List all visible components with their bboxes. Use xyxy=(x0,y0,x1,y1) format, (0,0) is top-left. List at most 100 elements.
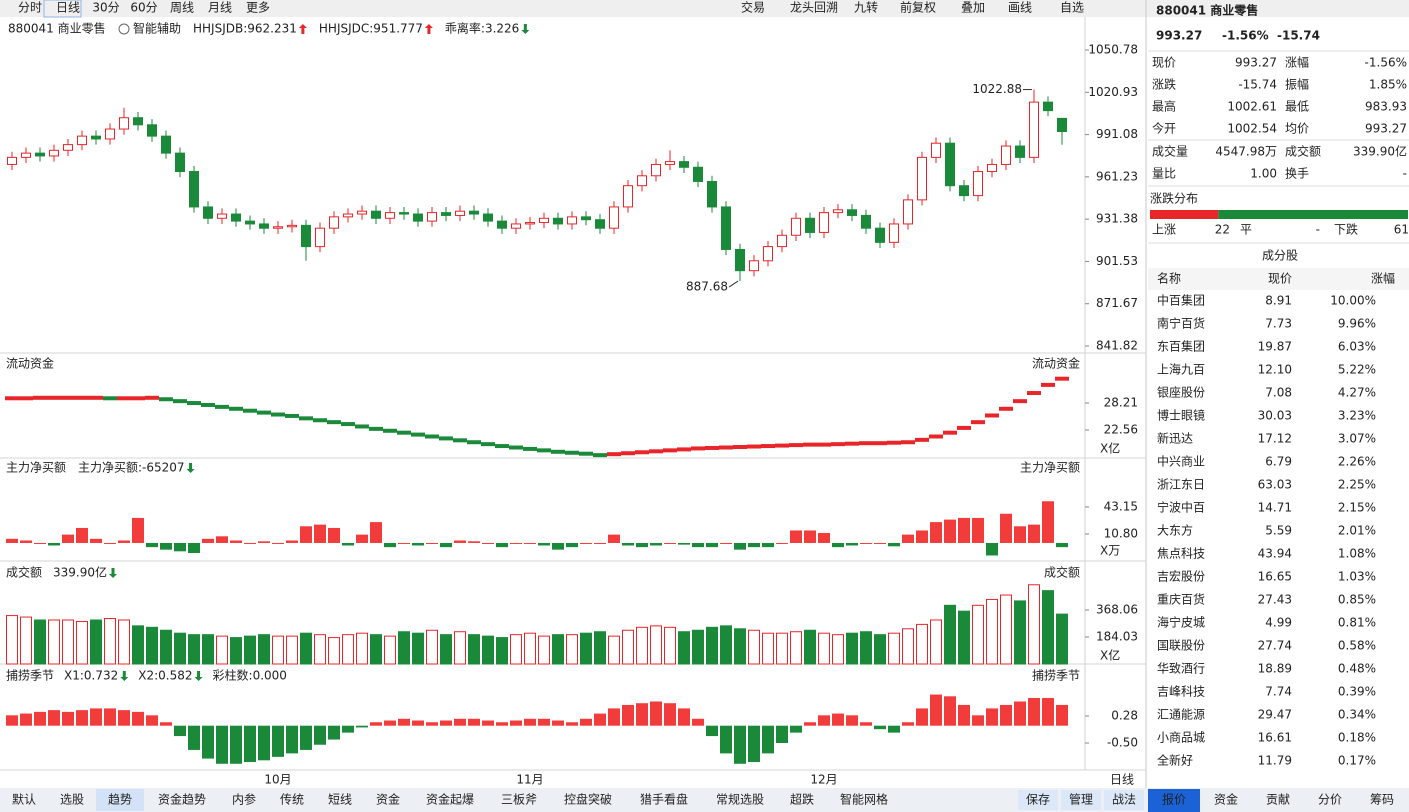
stock-price: 27.43 xyxy=(1258,593,1292,607)
stock-name[interactable]: 吉峰科技 xyxy=(1157,685,1205,699)
volume-bar xyxy=(510,634,522,665)
stock-name[interactable]: 大东方 xyxy=(1157,523,1193,538)
side-tab[interactable]: 报价 xyxy=(1162,792,1186,807)
bottom-tab[interactable]: 智能网格 xyxy=(840,792,888,807)
volume-bar xyxy=(76,620,88,665)
volume-bar xyxy=(6,615,18,665)
stock-name[interactable]: 焦点科技 xyxy=(1157,547,1205,561)
quote-label: 涨幅 xyxy=(1285,55,1309,70)
volume-bar xyxy=(566,634,578,665)
tool-button[interactable]: 九转 xyxy=(854,0,878,15)
side-tab[interactable]: 贡献 xyxy=(1266,792,1290,807)
period-button[interactable]: 日线 xyxy=(56,1,80,15)
bottom-tab[interactable]: 资金起爆 xyxy=(426,792,474,807)
period-button[interactable]: 分时 xyxy=(18,1,42,15)
stock-name[interactable]: 中兴商业 xyxy=(1157,454,1205,469)
bottom-tab[interactable]: 短线 xyxy=(328,793,352,807)
volume-bar xyxy=(706,626,718,665)
components-header: 现价 xyxy=(1268,272,1292,286)
chart-name: 880041 商业零售 xyxy=(8,21,106,36)
period-button[interactable]: 月线 xyxy=(208,1,232,15)
stock-price: 14.71 xyxy=(1258,501,1292,515)
panel-reading: 339.90亿 xyxy=(53,565,107,580)
season-bar xyxy=(328,725,340,740)
stock-price: 7.74 xyxy=(1265,685,1292,699)
stock-name[interactable]: 海宁皮城 xyxy=(1157,615,1205,630)
candle-body xyxy=(581,216,591,221)
netbuy-bar xyxy=(342,542,354,546)
stock-name[interactable]: 汇通能源 xyxy=(1157,708,1205,722)
period-button[interactable]: 30分 xyxy=(92,1,119,15)
netbuy-bar xyxy=(104,542,116,544)
stock-change: 4.27% xyxy=(1338,386,1376,400)
unit-label: X亿 xyxy=(1100,441,1120,456)
tool-button[interactable]: 龙头回溯 xyxy=(790,0,838,15)
arrow-icon xyxy=(424,24,433,34)
bottom-tab[interactable]: 传统 xyxy=(280,792,304,807)
stock-name[interactable]: 华致酒行 xyxy=(1157,662,1205,676)
tool-button[interactable]: 叠加 xyxy=(961,1,985,15)
netbuy-bar xyxy=(48,542,60,546)
bottom-tab[interactable]: 资金趋势 xyxy=(158,792,206,807)
tool-button[interactable]: 交易 xyxy=(741,0,765,15)
stock-name[interactable]: 东百集团 xyxy=(1157,339,1205,354)
period-button[interactable]: 更多 xyxy=(246,1,270,15)
bottom-tab[interactable]: 内参 xyxy=(232,792,256,807)
x-month-label: 12月 xyxy=(810,773,837,787)
bottom-tab[interactable]: 默认 xyxy=(12,792,36,807)
tool-button[interactable]: 画线 xyxy=(1008,1,1032,15)
tool-button[interactable]: 自选 xyxy=(1060,1,1084,15)
stock-name[interactable]: 国联股份 xyxy=(1157,639,1205,653)
netbuy-bar xyxy=(902,534,914,543)
netbuy-bar xyxy=(482,542,494,544)
stock-name[interactable]: 博士眼镜 xyxy=(1157,408,1205,423)
candle-body xyxy=(455,210,465,216)
stock-name[interactable]: 中百集团 xyxy=(1157,293,1205,308)
stock-change: 5.22% xyxy=(1338,363,1376,377)
stock-price: 27.74 xyxy=(1258,639,1292,653)
period-button[interactable]: 周线 xyxy=(170,1,194,15)
stock-name[interactable]: 浙江东日 xyxy=(1157,478,1205,492)
stock-name[interactable]: 宁波中百 xyxy=(1157,500,1205,515)
stock-name[interactable]: 小商品城 xyxy=(1157,730,1205,745)
stock-name[interactable]: 上海九百 xyxy=(1157,362,1205,377)
stock-name[interactable]: 吉宏股份 xyxy=(1157,569,1205,584)
stock-name[interactable]: 银座股份 xyxy=(1157,385,1205,400)
side-tab[interactable]: 筹码 xyxy=(1370,793,1394,807)
stock-price: 11.79 xyxy=(1258,754,1292,768)
stock-name[interactable]: 全新好 xyxy=(1157,753,1193,768)
candle-body xyxy=(609,206,619,229)
netbuy-bar xyxy=(776,542,788,544)
assist-label[interactable]: 智能辅助 xyxy=(133,21,181,36)
netbuy-bar xyxy=(20,540,32,543)
bottom-tab[interactable]: 猎手看盘 xyxy=(640,792,688,807)
season-bar xyxy=(258,725,270,761)
volume-bar xyxy=(468,634,480,665)
season-bar xyxy=(552,720,564,726)
season-bar xyxy=(846,715,858,726)
bottom-action[interactable]: 战法 xyxy=(1112,793,1136,807)
bottom-tab[interactable]: 超跌 xyxy=(790,792,814,807)
stock-name[interactable]: 南宁百货 xyxy=(1157,316,1205,331)
bottom-tab[interactable]: 选股 xyxy=(60,793,84,807)
candle-body xyxy=(679,161,689,168)
season-bar xyxy=(398,718,410,726)
bottom-tab[interactable]: 常规选股 xyxy=(716,792,764,807)
volume-bar xyxy=(776,632,788,665)
bottom-action[interactable]: 保存 xyxy=(1026,793,1050,807)
bottom-tab[interactable]: 资金 xyxy=(376,792,400,807)
candle-body xyxy=(469,210,479,215)
side-tab[interactable]: 资金 xyxy=(1214,792,1238,807)
bottom-tab[interactable]: 控盘突破 xyxy=(564,792,612,807)
bottom-action[interactable]: 管理 xyxy=(1069,792,1093,807)
season-bar xyxy=(678,708,690,726)
side-tab[interactable]: 分价 xyxy=(1318,793,1342,807)
candle-body xyxy=(63,144,73,151)
period-button[interactable]: 60分 xyxy=(130,1,157,15)
stock-name[interactable]: 新迅达 xyxy=(1157,431,1193,446)
bottom-tab[interactable]: 趋势 xyxy=(108,793,132,807)
stock-name[interactable]: 重庆百货 xyxy=(1157,592,1205,607)
bottom-tab[interactable]: 三板斧 xyxy=(501,793,537,807)
components-header: 名称 xyxy=(1157,271,1181,286)
tool-button[interactable]: 前复权 xyxy=(900,0,936,15)
